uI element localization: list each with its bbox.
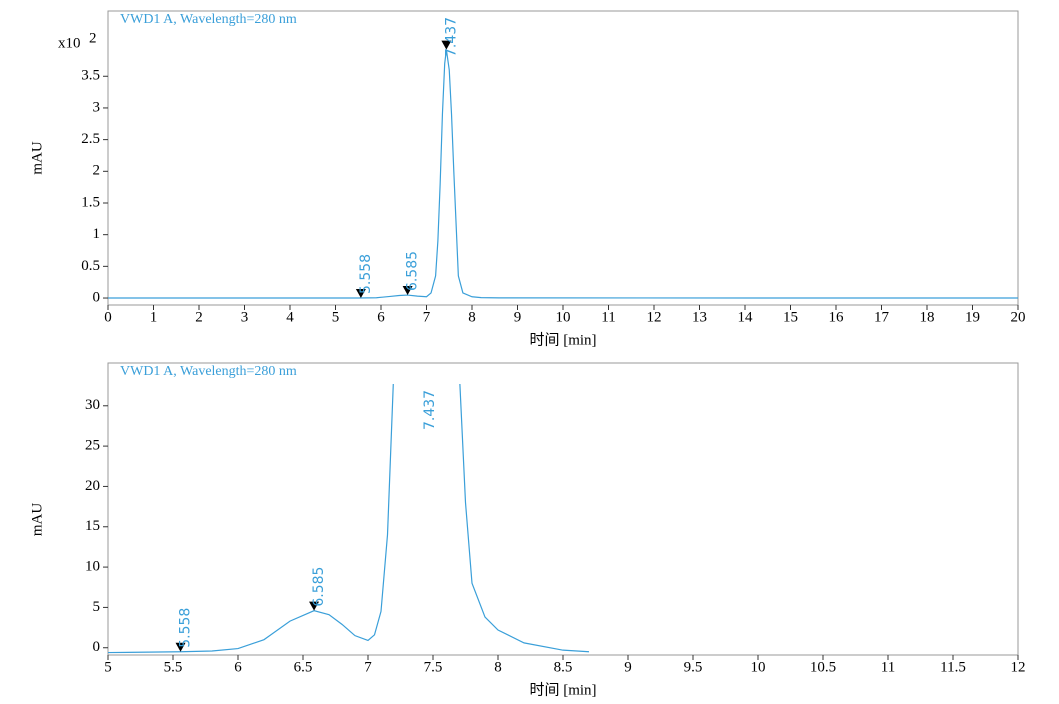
x-tick-label: 8.5: [554, 659, 573, 675]
x-tick-label: 9: [514, 309, 522, 325]
x-tick-label: 14: [738, 309, 754, 325]
x-tick-label: 15: [783, 309, 798, 325]
peak-label: 7.437: [422, 390, 438, 430]
x-tick-label: 6: [234, 659, 242, 675]
peak-label: 7.437: [443, 17, 459, 57]
x-tick-label: 12: [1011, 659, 1026, 675]
y-tick-label: 25: [85, 438, 100, 454]
peak-label: 6.585: [311, 567, 327, 607]
x-tick-label: 4: [286, 309, 294, 325]
x-tick-label: 6.5: [294, 659, 313, 675]
x-tick-label: 10.5: [810, 659, 836, 675]
y-tick-label: 1: [93, 226, 101, 242]
x-tick-label: 5.5: [164, 659, 183, 675]
x-tick-label: 16: [829, 309, 845, 325]
x-axis-label: 时间 [min]: [529, 331, 596, 348]
x-tick-label: 3: [241, 309, 249, 325]
y-tick-label: 1.5: [81, 194, 100, 210]
y-axis-label: mAU: [29, 141, 45, 175]
peak-label: 5.558: [178, 608, 194, 648]
y-tick-label: 3.5: [81, 68, 100, 84]
chart-title: VWD1 A, Wavelength=280 nm: [120, 364, 297, 379]
x-tick-label: 7: [364, 659, 372, 675]
peak-label: 6.585: [405, 251, 421, 291]
x-tick-label: 1: [150, 309, 158, 325]
plot-frame: [107, 362, 1019, 656]
y-multiplier-exp: 2: [89, 30, 97, 46]
y-tick-label: 0: [93, 289, 101, 305]
x-tick-label: 11: [601, 309, 615, 325]
y-multiplier: x10: [58, 35, 81, 51]
x-tick-label: 10: [751, 659, 766, 675]
x-axis-label: 时间 [min]: [529, 681, 596, 698]
x-tick-label: 18: [920, 309, 935, 325]
y-axis-label: mAU: [29, 503, 45, 537]
signal-trace: [108, 49, 1018, 299]
peak-marker: [309, 601, 320, 611]
x-tick-label: 9.5: [684, 659, 703, 675]
plot-frame: [107, 10, 1019, 306]
peak-marker: [402, 286, 413, 296]
y-tick-label: 3: [93, 99, 101, 115]
x-tick-label: 7: [423, 309, 431, 325]
x-tick-label: 10: [556, 309, 571, 325]
y-tick-label: 5: [93, 599, 101, 615]
y-tick-label: 0: [93, 639, 101, 655]
x-tick-label: 0: [104, 309, 112, 325]
peak-marker: [175, 642, 186, 652]
x-tick-label: 20: [1011, 309, 1026, 325]
y-tick-label: 10: [85, 559, 100, 575]
y-tick-label: 20: [85, 478, 100, 494]
y-tick-label: 30: [85, 397, 100, 413]
x-tick-label: 5: [332, 309, 340, 325]
x-tick-label: 12: [647, 309, 662, 325]
x-tick-label: 9: [624, 659, 632, 675]
x-tick-label: 2: [195, 309, 203, 325]
x-tick-label: 5: [104, 659, 112, 675]
peak-marker: [441, 40, 452, 50]
y-tick-label: 15: [85, 518, 100, 534]
x-tick-label: 17: [874, 309, 890, 325]
y-tick-label: 2: [93, 163, 101, 179]
peak-marker: [355, 289, 366, 299]
x-tick-label: 8: [468, 309, 476, 325]
x-tick-label: 11.5: [940, 659, 966, 675]
y-tick-label: 0.5: [81, 258, 100, 274]
x-tick-label: 13: [692, 309, 707, 325]
x-tick-label: 6: [377, 309, 385, 325]
x-tick-label: 11: [881, 659, 895, 675]
x-tick-label: 7.5: [424, 659, 443, 675]
x-tick-label: 19: [965, 309, 980, 325]
x-tick-label: 8: [494, 659, 502, 675]
signal-trace: [108, 384, 590, 654]
peak-label: 5.558: [358, 254, 374, 294]
y-tick-label: 2.5: [81, 131, 100, 147]
chart-title: VWD1 A, Wavelength=280 nm: [120, 12, 297, 27]
